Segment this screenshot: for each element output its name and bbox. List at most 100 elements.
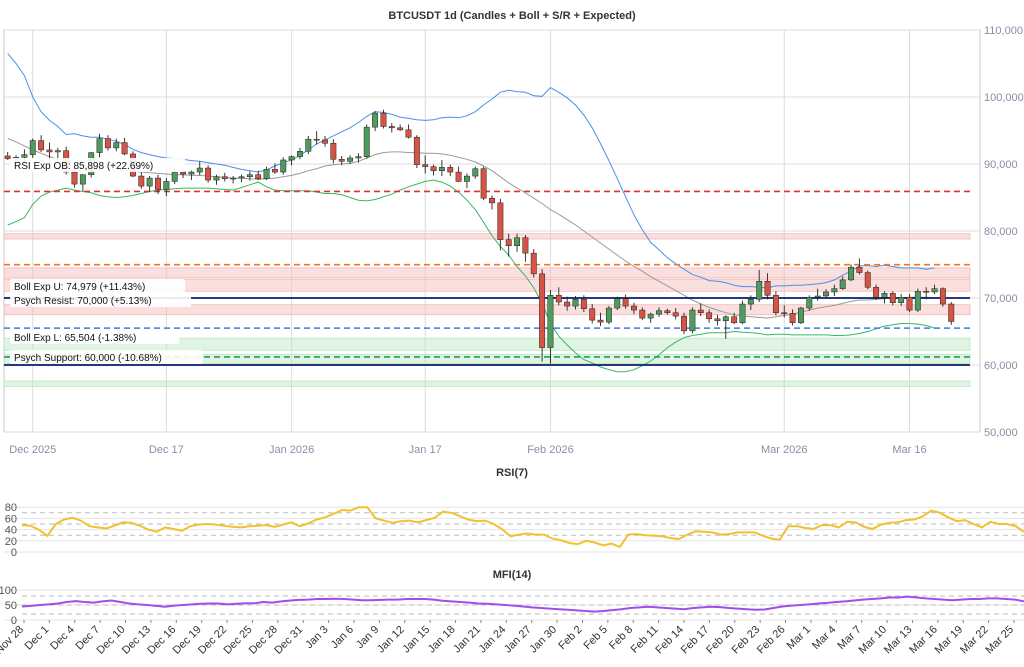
candle-body xyxy=(372,112,379,128)
rsi-y-tick-label: 80 xyxy=(5,502,17,514)
candle-body xyxy=(313,138,320,141)
main-y-tick-label: 100,000 xyxy=(984,92,1024,104)
mfi-x-tick-label: Jan 3 xyxy=(303,624,331,652)
candle-body xyxy=(689,309,696,332)
main-x-tick-label: Mar 2026 xyxy=(761,444,807,456)
rsi-y-tick-label: 60 xyxy=(5,513,17,525)
mfi-x-tick-label: Jan 6 xyxy=(329,624,357,652)
bollinger-middle-line xyxy=(7,138,935,319)
rsi-y-tick-label: 0 xyxy=(11,547,17,559)
candle-body xyxy=(881,293,888,298)
mfi-x-tick-label: Dec 1 xyxy=(23,624,52,653)
candle-body xyxy=(923,291,930,293)
level-label-box xyxy=(10,279,186,293)
candle-body xyxy=(706,312,713,320)
candle-body xyxy=(413,136,420,165)
candle-body xyxy=(848,266,854,281)
level-label-box xyxy=(10,350,203,364)
candle-body xyxy=(772,295,779,313)
candle-body xyxy=(614,298,621,309)
candle-body xyxy=(497,202,504,240)
mfi-x-tick-label: Nov 28 xyxy=(0,624,26,657)
sr-zone xyxy=(3,337,971,351)
mfi-x-tick-label: Mar 25 xyxy=(983,624,1016,657)
level-label: Boll Exp U: 74,979 (+11.43%) xyxy=(14,282,145,293)
candle-body xyxy=(21,154,28,158)
candle-body xyxy=(572,299,579,307)
candle-body xyxy=(530,252,537,275)
mfi-x-tick-label: Dec 4 xyxy=(48,624,77,653)
mfi-x-tick-label: Jan 18 xyxy=(426,624,458,656)
main-y-tick-label: 80,000 xyxy=(984,226,1018,238)
candle-body xyxy=(739,303,746,324)
level-label-box xyxy=(10,293,192,307)
main-x-tick-label: Jan 2026 xyxy=(269,444,314,456)
candle-body xyxy=(798,307,804,324)
main-y-tick-label: 60,000 xyxy=(984,360,1018,372)
candle-body xyxy=(4,155,11,159)
candle-body xyxy=(839,279,846,289)
candle-body xyxy=(831,288,838,293)
candle-body xyxy=(864,272,871,288)
level-label: RSI Exp OB: 85,898 (+22.69%) xyxy=(14,161,153,172)
candle-body xyxy=(522,237,529,254)
candle-body xyxy=(647,313,654,319)
sr-zone xyxy=(3,267,971,279)
candle-body xyxy=(180,171,187,175)
candle-body xyxy=(146,177,153,187)
bollinger-upper-line xyxy=(7,53,935,289)
candle-body xyxy=(79,174,86,185)
candle-body xyxy=(163,181,170,190)
candle-body xyxy=(622,298,629,307)
candle-body xyxy=(906,297,913,311)
candle-body xyxy=(939,288,946,305)
candle-body xyxy=(455,171,462,182)
rsi-y-tick-label: 40 xyxy=(5,525,17,537)
candle-body xyxy=(71,171,78,185)
candle-body xyxy=(764,281,771,296)
candle-body xyxy=(238,176,245,179)
candle-body xyxy=(656,310,662,315)
main-y-tick-label: 110,000 xyxy=(984,25,1023,37)
candle-body xyxy=(263,169,270,179)
main-x-tick-label: Mar 16 xyxy=(892,444,926,456)
mfi-x-tick-label: Feb 5 xyxy=(582,624,610,652)
candle-body xyxy=(580,299,587,309)
mfi-series-line xyxy=(21,595,1024,613)
candle-body xyxy=(104,138,111,149)
candle-body xyxy=(322,139,328,144)
candle-body xyxy=(856,266,863,273)
main-price-panel: 50,000 60,000 70,000 80,000 90,000 100,000 110… xyxy=(3,25,1024,456)
candle-body xyxy=(672,312,679,317)
candle-body xyxy=(747,299,754,305)
mfi-y-tick-label: 50 xyxy=(5,600,17,612)
candle-body xyxy=(547,295,554,348)
candle-body xyxy=(305,138,312,152)
candle-body xyxy=(489,197,495,204)
candle-body xyxy=(714,318,721,322)
candle-body xyxy=(914,291,921,311)
candle-body xyxy=(564,301,571,307)
main-chart-title: BTCUSDT 1d (Candles + Boll + S/R + Expec… xyxy=(388,10,636,22)
candle-body xyxy=(271,169,278,173)
candle-body xyxy=(806,297,813,309)
mfi-y-tick-label: 100 xyxy=(0,585,17,597)
level-label: Psych Resist: 70,000 (+5.13%) xyxy=(14,296,152,307)
candle-body xyxy=(280,159,287,173)
candle-body xyxy=(138,175,145,187)
level-label: Psych Support: 60,000 (-10.68%) xyxy=(14,353,162,364)
candle-body xyxy=(171,171,178,182)
mfi-x-tick-label: Jan 27 xyxy=(502,624,534,656)
candle-body xyxy=(338,159,345,162)
candle-body xyxy=(464,175,470,182)
candle-body xyxy=(505,239,512,246)
candle-body xyxy=(447,167,454,173)
candle-body xyxy=(422,164,429,167)
candle-body xyxy=(188,171,195,175)
candle-body xyxy=(288,156,295,161)
candle-body xyxy=(397,127,404,131)
candle-body xyxy=(731,316,738,324)
